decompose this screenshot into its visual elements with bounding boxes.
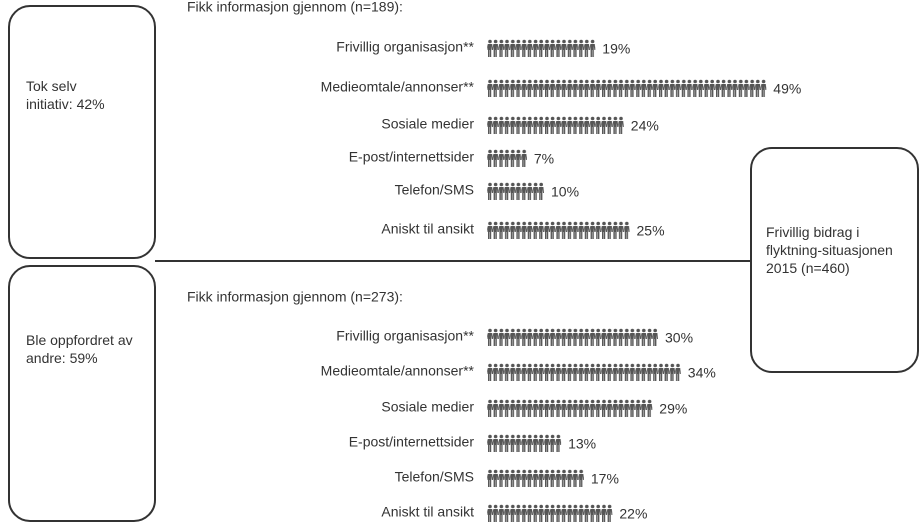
box: Ble oppfordret av andre: 59%: [8, 265, 156, 522]
value-label: 49%: [773, 81, 801, 97]
value-label: 19%: [602, 41, 630, 57]
category-label: Aniskt til ansikt: [381, 221, 474, 237]
pictogram: [487, 79, 767, 97]
category-label: Frivillig organisasjon**: [336, 39, 474, 55]
pictogram: [487, 504, 613, 522]
pictogram: [487, 221, 630, 239]
value-label: 34%: [688, 365, 716, 381]
box: Frivillig bidrag i flyktning-situasjonen…: [750, 147, 919, 373]
category-label: Telefon/SMS: [395, 469, 474, 485]
box-text: Tok selv initiativ: 42%: [26, 78, 105, 112]
value-label: 25%: [637, 223, 665, 239]
value-label: 17%: [591, 471, 619, 487]
box: Tok selv initiativ: 42%: [8, 5, 156, 259]
value-label: 29%: [659, 401, 687, 417]
category-label: Frivillig organisasjon**: [336, 328, 474, 344]
category-label: Aniskt til ansikt: [381, 504, 474, 520]
box-text: Frivillig bidrag i flyktning-situasjonen…: [766, 224, 893, 276]
pictogram: [487, 469, 584, 487]
pictogram: [487, 434, 562, 452]
pictogram: [487, 182, 544, 200]
category-label: Medieomtale/annonser**: [321, 363, 475, 379]
category-label: Sosiale medier: [381, 116, 474, 132]
value-label: 22%: [619, 506, 647, 522]
section-title: Fikk informasjon gjennom (n=189):: [187, 0, 403, 15]
pictogram: [487, 399, 653, 417]
section-title: Fikk informasjon gjennom (n=273):: [187, 289, 403, 305]
value-label: 13%: [568, 436, 596, 452]
pictogram: [487, 116, 624, 134]
category-label: Medieomtale/annonser**: [321, 79, 475, 95]
value-label: 7%: [534, 151, 554, 167]
value-label: 30%: [665, 330, 693, 346]
pictogram: [487, 363, 681, 381]
category-label: Telefon/SMS: [395, 182, 474, 198]
category-label: E-post/internettsider: [349, 149, 475, 165]
value-label: 24%: [631, 118, 659, 134]
pictogram: [487, 149, 527, 167]
box-text: Ble oppfordret av andre: 59%: [26, 332, 133, 366]
pictogram: [487, 39, 596, 57]
value-label: 10%: [551, 184, 579, 200]
category-label: Sosiale medier: [381, 399, 474, 415]
category-label: E-post/internettsider: [349, 434, 475, 450]
pictogram: [487, 328, 658, 346]
